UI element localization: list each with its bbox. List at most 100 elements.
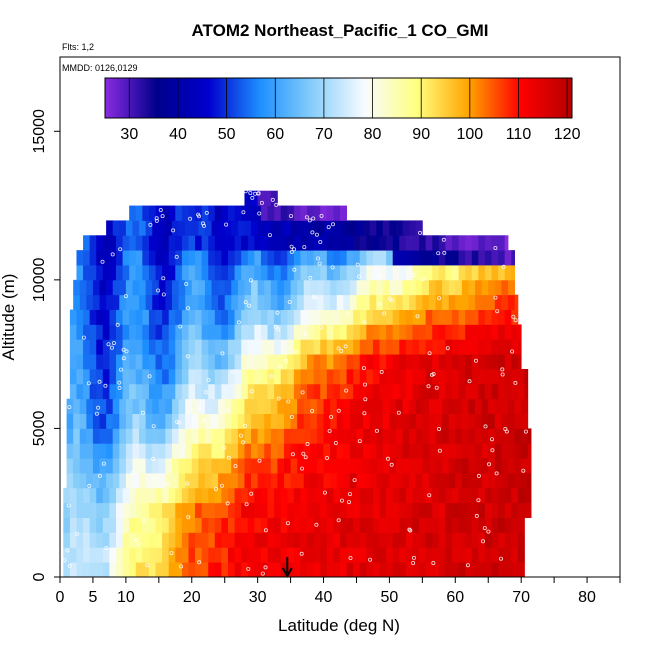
heatmap-cell — [83, 250, 91, 266]
heatmap-cell — [313, 235, 321, 251]
heatmap-cell — [132, 220, 140, 236]
heatmap-cell — [231, 294, 239, 310]
heatmap-cell — [76, 383, 84, 400]
heatmap-cell — [181, 487, 189, 504]
heatmap-cell — [323, 294, 331, 310]
heatmap-cell — [162, 369, 170, 385]
sample-point — [300, 390, 305, 395]
y-tick-label: 10000 — [31, 258, 48, 303]
heatmap-cell — [491, 324, 499, 340]
heatmap-cell — [346, 547, 354, 563]
heatmap-cell — [158, 398, 166, 414]
heatmap-cell — [92, 413, 100, 429]
heatmap-cell — [366, 309, 374, 325]
heatmap-cell — [313, 339, 321, 355]
heatmap-cell — [468, 473, 476, 489]
heatmap-cell — [228, 532, 235, 548]
heatmap-cell — [310, 413, 318, 429]
heatmap-cell — [452, 339, 459, 355]
sample-point — [437, 448, 442, 453]
heatmap-cell — [438, 309, 446, 325]
heatmap-cell — [386, 547, 394, 563]
heatmap-cell — [96, 383, 104, 400]
heatmap-cell — [438, 235, 446, 251]
heatmap-cell — [376, 294, 384, 310]
heatmap-cell — [521, 458, 529, 474]
heatmap-cell — [471, 339, 479, 355]
heatmap-cell — [244, 398, 252, 414]
heatmap-cell — [152, 220, 160, 236]
heatmap-cell — [168, 309, 176, 325]
heatmap-cell — [234, 369, 242, 385]
heatmap-cell — [330, 398, 338, 414]
heatmap-cell — [346, 562, 354, 578]
heatmap-cell — [162, 324, 170, 340]
heatmap-cell — [162, 339, 170, 355]
heatmap-cell — [396, 220, 403, 236]
heatmap-cell — [461, 279, 469, 296]
heatmap-cell — [175, 324, 183, 340]
heatmap-cell — [313, 502, 321, 518]
heatmap-cell — [237, 443, 245, 459]
heatmap-cell — [135, 235, 143, 251]
heatmap-cell — [92, 473, 100, 489]
heatmap-cell — [484, 517, 492, 533]
heatmap-cell — [340, 562, 347, 578]
heatmap-cell — [277, 458, 285, 474]
heatmap-cell — [83, 369, 91, 385]
heatmap-cell — [392, 547, 400, 563]
heatmap-cell — [221, 562, 229, 578]
heatmap-cell — [340, 502, 347, 518]
heatmap-cell — [379, 250, 387, 266]
heatmap-cell — [359, 309, 367, 325]
heatmap-cell — [389, 443, 397, 459]
heatmap-cell — [524, 502, 532, 518]
heatmap-cell — [475, 413, 483, 429]
heatmap-cell — [83, 562, 91, 578]
heatmap-cell — [139, 428, 147, 444]
heatmap-cell — [402, 428, 410, 444]
heatmap-cell — [300, 354, 308, 370]
heatmap-cell — [498, 532, 506, 548]
heatmap-cell — [491, 354, 499, 370]
heatmap-cell — [303, 413, 311, 429]
heatmap-cell — [382, 398, 390, 414]
heatmap-cell — [465, 562, 473, 578]
heatmap-cell — [234, 562, 242, 578]
heatmap-cell — [231, 428, 239, 444]
heatmap-cell — [442, 398, 450, 414]
heatmap-cell — [237, 428, 245, 444]
heatmap-cell — [109, 369, 117, 385]
heatmap-cell — [102, 383, 110, 400]
sample-point — [483, 424, 488, 429]
heatmap-cell — [175, 487, 183, 504]
x-tick-label: 5 — [88, 589, 97, 606]
sample-point — [343, 344, 348, 349]
heatmap-cell — [89, 250, 97, 266]
heatmap-cell — [323, 398, 331, 414]
sample-point — [511, 314, 516, 319]
heatmap-cell — [155, 339, 163, 355]
heatmap-cell — [369, 443, 377, 459]
heatmap-cell — [336, 473, 344, 489]
heatmap-cell — [297, 428, 305, 444]
sample-point — [441, 237, 446, 242]
heatmap-cell — [152, 279, 160, 296]
sample-point — [467, 379, 472, 384]
heatmap-cell — [307, 339, 315, 355]
heatmap-cell — [106, 473, 114, 489]
heatmap-cell — [109, 532, 117, 548]
heatmap-cell — [432, 547, 440, 563]
heatmap-cell — [363, 413, 371, 429]
heatmap-cell — [221, 265, 229, 281]
sample-point — [270, 197, 275, 202]
sample-point — [103, 383, 108, 388]
heatmap-cell — [208, 339, 216, 355]
heatmap-cell — [135, 517, 143, 533]
heatmap-cell — [333, 339, 341, 355]
heatmap-cell — [382, 443, 390, 459]
heatmap-cell — [386, 502, 394, 518]
heatmap-cell — [247, 250, 255, 266]
heatmap-cell — [139, 458, 147, 474]
heatmap-cell — [465, 547, 473, 563]
